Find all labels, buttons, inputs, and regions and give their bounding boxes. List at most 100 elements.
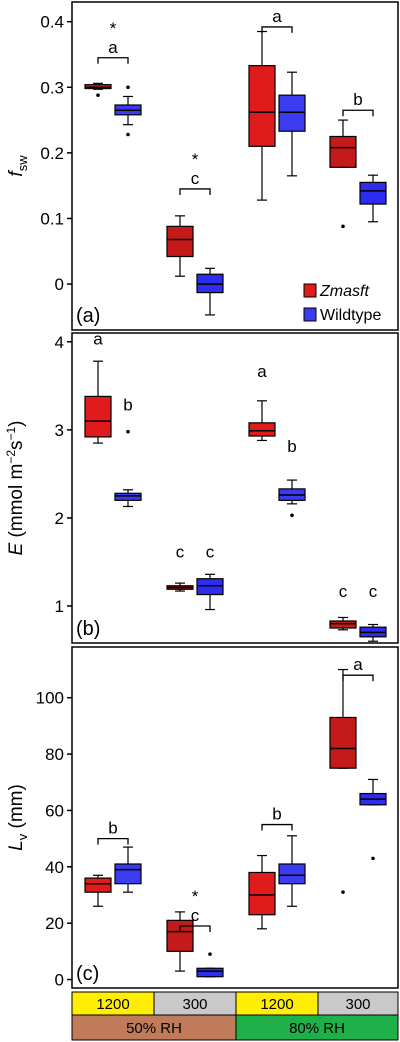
- legend-swatch-zmasft: [303, 283, 317, 298]
- box-wildtype-group-3: [278, 71, 306, 177]
- box-wildtype-group-1: [114, 85, 142, 137]
- box-wildtype-group-3: [278, 479, 306, 518]
- significance-letter: a: [272, 7, 282, 26]
- box-zmasft-group-2: [166, 582, 194, 592]
- significance-bracket: [261, 823, 293, 831]
- y-tick-label: 100: [36, 689, 64, 708]
- significance-bracket: [179, 925, 211, 932]
- box-wildtype-group-2: [196, 267, 224, 316]
- significance-letter: a: [93, 329, 103, 348]
- box-wildtype-group-1: [114, 846, 142, 893]
- significance-group-4: c: [339, 582, 348, 601]
- outlier-point: [126, 85, 130, 90]
- iqr-box: [84, 877, 112, 893]
- y-tick-label: 4: [55, 333, 64, 352]
- y-tick-label: 20: [45, 914, 64, 933]
- significance-group-2: c*: [179, 887, 211, 932]
- significance-group-1: b: [97, 819, 129, 845]
- y-tick-label: 0.4: [40, 13, 64, 32]
- y-axis-label: fsw: [6, 155, 30, 177]
- iqr-box: [114, 492, 142, 501]
- iqr-box: [166, 919, 194, 952]
- significance-letter: a: [108, 38, 118, 57]
- iqr-box: [196, 967, 224, 978]
- outlier-point: [126, 429, 130, 434]
- significance-group-4: b: [342, 90, 374, 117]
- iqr-box: [84, 395, 112, 438]
- significance-letter: a: [353, 655, 363, 674]
- y-tick-label: 0.2: [40, 144, 64, 163]
- iqr-box: [248, 65, 276, 147]
- y-tick-label: 0: [55, 275, 64, 294]
- rh-label-50: 50% RH: [126, 1020, 182, 1037]
- significance-letter: a: [257, 362, 267, 381]
- iqr-box: [196, 578, 224, 596]
- significance-group-1: a: [93, 329, 103, 348]
- legend-swatch-wildtype: [303, 307, 317, 322]
- iqr-box: [329, 716, 357, 769]
- significance-group-2: c*: [179, 150, 211, 195]
- outlier-point: [208, 952, 212, 956]
- outlier-point: [341, 890, 345, 894]
- box-zmasft-group-3: [248, 400, 276, 442]
- y-tick-label: 0.3: [40, 78, 64, 97]
- significance-letter: c: [191, 906, 200, 925]
- y-tick-label: 60: [45, 801, 64, 820]
- significance-bracket: [97, 57, 129, 64]
- significance-bracket: [179, 188, 211, 195]
- iqr-box: [278, 863, 306, 885]
- outlier-point: [371, 856, 375, 861]
- panel-a: 0 0.1 0.2 0.3 0.4 fsw (a) a* c* a b: [6, 1, 399, 331]
- panel-b: 1 2 3 4 E (mmol m−2s−1) (b) a b c c a b c c: [4, 329, 399, 644]
- significance-bracket: [261, 26, 293, 33]
- iqr-box: [329, 135, 357, 168]
- outlier-point: [96, 93, 100, 97]
- light-label-4: 300: [345, 996, 370, 1013]
- significance-letter: c: [206, 543, 215, 562]
- significance-letter: b: [272, 805, 281, 824]
- significance-group-3: a: [261, 7, 293, 33]
- panel-c: 0 20 40 60 80 100 Lv (mm) (c) b c* b a: [6, 646, 399, 990]
- y-tick-label: 1: [55, 597, 64, 616]
- y-tick-label: 40: [45, 858, 64, 877]
- significance-group-3: b: [261, 805, 293, 831]
- y-tick-label: 3: [55, 421, 64, 440]
- panel-label: (b): [76, 618, 100, 640]
- significance-group-3: b: [287, 437, 296, 456]
- box-wildtype-group-4: [359, 174, 387, 223]
- legend: Zmasft Wildtype: [303, 283, 381, 324]
- y-tick-label: 2: [55, 509, 64, 528]
- box-zmasft-group-1: [84, 360, 112, 444]
- light-label-1: 1200: [96, 996, 129, 1013]
- significance-group-4: c: [369, 582, 378, 601]
- significance-star: *: [192, 887, 199, 906]
- significance-letter: c: [339, 582, 348, 601]
- significance-letter: c: [191, 169, 200, 188]
- y-tick-label: 0.1: [40, 209, 64, 228]
- iqr-box: [359, 181, 387, 205]
- box-zmasft-group-1: [84, 874, 112, 907]
- y-tick-label: 0: [55, 971, 64, 990]
- significance-letter: b: [353, 90, 362, 109]
- box-wildtype-group-3: [278, 835, 306, 907]
- box-zmasft-group-2: [166, 215, 194, 277]
- iqr-box: [278, 94, 306, 132]
- box-wildtype-group-4: [359, 778, 387, 861]
- significance-group-2: c: [176, 543, 185, 562]
- iqr-box: [329, 620, 357, 629]
- iqr-box: [248, 871, 276, 916]
- box-zmasft-group-1: [84, 82, 112, 97]
- significance-group-1: b: [123, 396, 132, 415]
- box-wildtype-group-1: [114, 429, 142, 508]
- panel-frame: [71, 646, 399, 989]
- significance-letter: b: [108, 819, 117, 838]
- box-wildtype-group-4: [359, 623, 387, 642]
- box-wildtype-group-2: [196, 573, 224, 611]
- legend-label-wildtype: Wildtype: [320, 307, 381, 324]
- panel-label: (a): [76, 305, 100, 327]
- y-axis-label: Lv (mm): [6, 784, 30, 851]
- significance-group-1: a*: [97, 19, 129, 64]
- panel-label: (c): [76, 963, 99, 985]
- box-zmasft-group-3: [248, 30, 276, 201]
